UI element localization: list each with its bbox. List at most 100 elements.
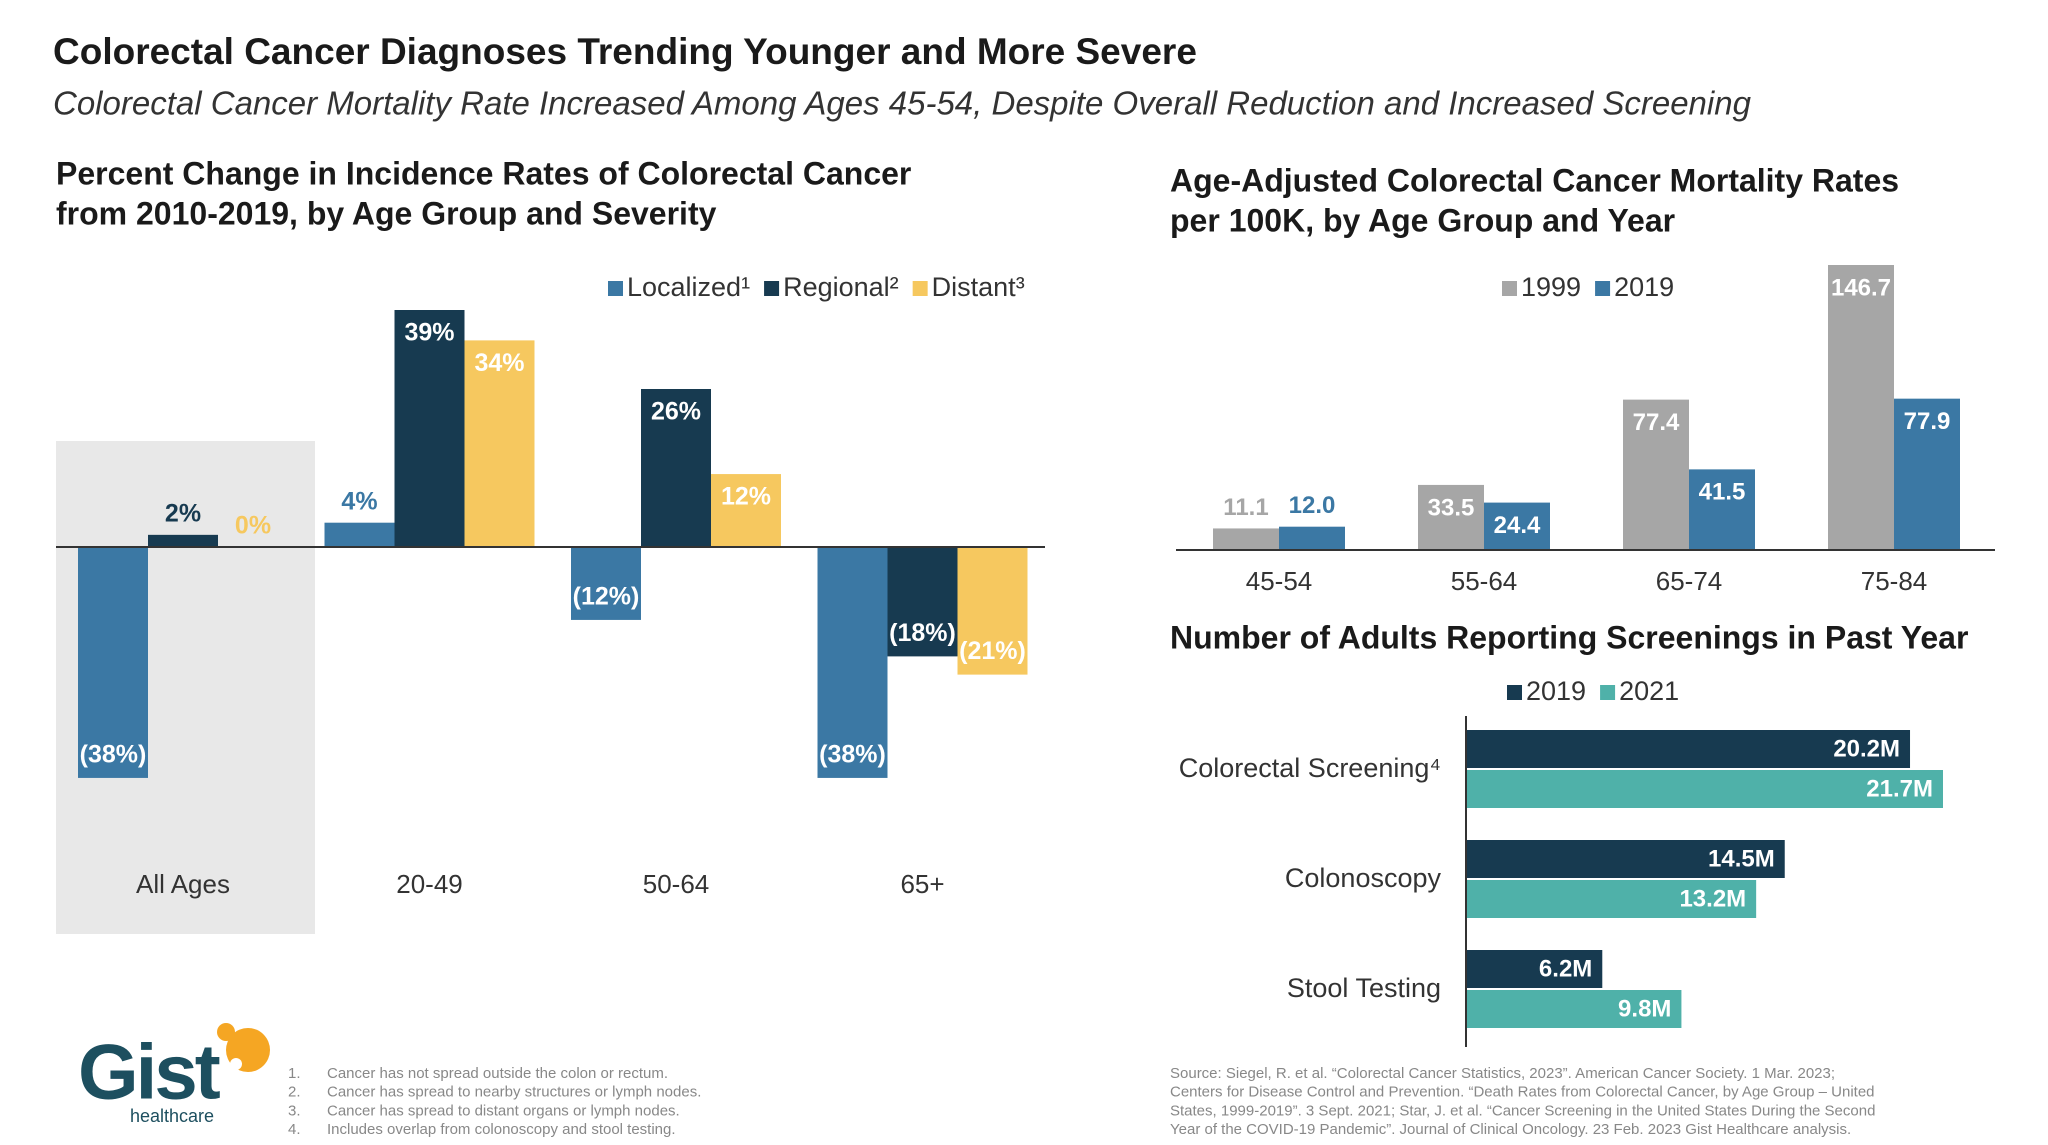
legend-label: Localized¹ [627,272,750,302]
bar [641,389,711,547]
bar [1623,399,1689,550]
bar [324,522,395,547]
chart-title: Percent Change in Incidence Rates of Col… [56,155,911,191]
logo: Gist healthcare [78,1023,270,1126]
y-tick-label: Colonoscopy [1285,863,1442,893]
legend-swatch [1507,685,1522,700]
bar [571,547,641,620]
value-label: 24.4 [1494,512,1541,539]
legend-swatch [912,281,928,296]
bar [817,547,888,778]
value-label: 12% [721,483,771,511]
legend-label: Regional² [783,272,899,302]
bar [711,474,781,547]
slide-subtitle: Colorectal Cancer Mortality Rate Increas… [53,85,1752,122]
y-tick-label: Stool Testing [1287,973,1441,1003]
value-label: 6.2M [1539,955,1592,982]
value-label: (12%) [573,583,640,611]
bar [887,547,958,657]
x-tick-label: 55-64 [1451,566,1518,596]
footnote-number: 1. [288,1065,301,1082]
value-label: 14.5M [1708,845,1775,872]
bar [1279,526,1345,550]
value-label: 146.7 [1831,274,1891,301]
x-tick-label: 65-74 [1656,566,1723,596]
legend-swatch [1595,281,1611,296]
bar [1466,770,1943,808]
bar [464,340,535,547]
chart-title: Age-Adjusted Colorectal Cancer Mortality… [1170,162,1899,198]
value-label: 13.2M [1679,885,1746,912]
source-line: Source: Siegel, R. et al. “Colorectal Ca… [1170,1065,1835,1082]
bar [1894,398,1960,550]
value-label: (38%) [819,741,886,769]
bar [1484,502,1550,550]
bar [1466,880,1757,918]
footnote-number: 2. [288,1084,301,1101]
value-label: 33.5 [1428,494,1475,521]
value-label: (38%) [80,741,147,769]
chart-title: Number of Adults Reporting Screenings in… [1170,619,1968,655]
value-label: 39% [404,319,454,347]
logo-tagline: healthcare [130,1106,214,1126]
value-label: 20.2M [1833,735,1900,762]
logo-name: Gist [78,1028,221,1116]
value-label: (21%) [959,637,1026,665]
value-label: 26% [651,398,701,426]
legend-label: 2019 [1614,272,1674,302]
chart-title: from 2010-2019, by Age Group and Severit… [56,195,717,231]
value-label: 4% [341,487,377,515]
x-tick-label: 45-54 [1246,566,1313,596]
value-label: 12.0 [1289,492,1336,519]
legend-swatch [764,281,780,296]
logo-dot [230,1058,242,1070]
legend-label: 1999 [1521,272,1581,302]
bar [1213,528,1279,550]
value-label: 9.8M [1618,995,1671,1022]
legend-swatch [608,281,623,296]
bar [957,547,1028,675]
x-tick-label: All Ages [136,869,230,899]
source: Source: Siegel, R. et al. “Colorectal Ca… [1170,1065,1875,1138]
value-label: 77.4 [1633,409,1680,436]
value-label: 11.1 [1223,494,1268,521]
x-tick-label: 20-49 [396,869,463,899]
legend-label: Distant³ [932,272,1025,302]
chart-title: per 100K, by Age Group and Year [1170,202,1675,238]
x-tick-label: 50-64 [643,869,710,899]
bar [394,310,465,547]
legend-swatch [1502,281,1517,296]
logo-dot [217,1023,235,1041]
value-label: 0% [235,512,271,540]
footnotes: 1. Cancer has not spread outside the colo… [288,1065,701,1138]
bar [78,547,148,778]
source-line: Centers for Disease Control and Preventi… [1170,1084,1875,1101]
x-tick-label: 75-84 [1861,566,1928,596]
bar [1418,484,1484,550]
source-line: States, 1999-2019”. 3 Sept. 2021; Star, … [1170,1102,1875,1119]
footnote-text: Cancer has spread to nearby structures o… [327,1084,701,1101]
bar [1689,469,1755,550]
footnote-text: Cancer has not spread outside the colon … [327,1065,668,1082]
value-label: 77.9 [1904,408,1951,435]
source-line: Year of the COVID-19 Pandemic”. Journal … [1170,1121,1851,1138]
footnote-number: 4. [288,1121,301,1138]
legend-swatch [1600,685,1616,700]
footnote-text: Includes overlap from colonoscopy and st… [327,1121,676,1138]
x-tick-label: 65+ [900,869,944,899]
bar [1466,840,1785,878]
y-tick-label: Colorectal Screening⁴ [1179,753,1441,783]
bar [1828,265,1894,550]
value-label: (18%) [889,619,956,647]
slide-title: Colorectal Cancer Diagnoses Trending You… [53,31,1197,72]
bar [148,534,218,547]
bar [1466,950,1603,988]
value-label: 34% [474,349,524,377]
value-label: 2% [165,499,201,527]
value-label: 41.5 [1699,479,1746,506]
legend-label: 2019 [1526,676,1586,706]
legend-label: 2021 [1619,676,1679,706]
footnote-number: 3. [288,1102,301,1119]
